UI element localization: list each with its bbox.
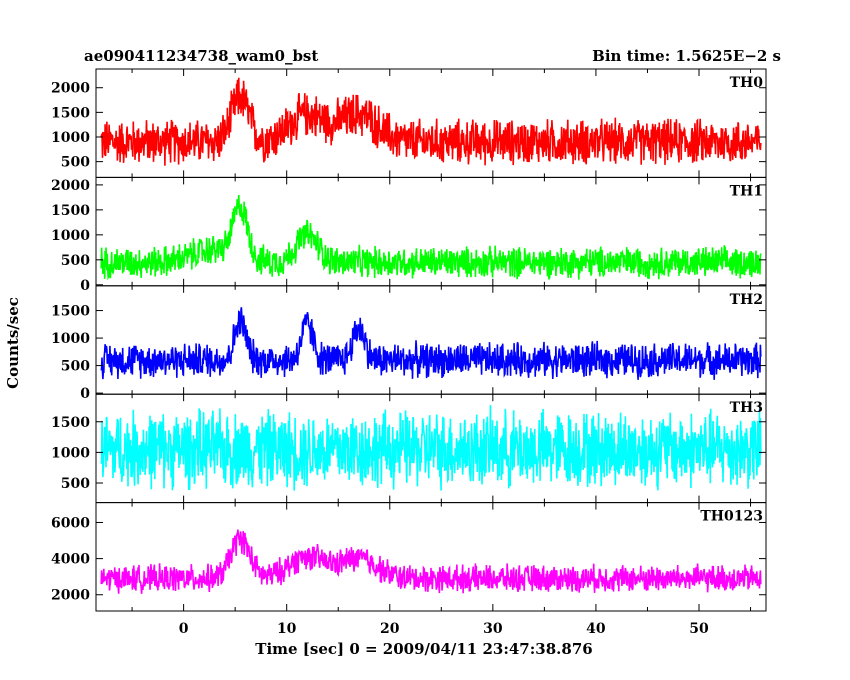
- y-tick-label: 500: [61, 155, 90, 171]
- panel-label-th3: TH3: [730, 400, 763, 416]
- x-tick-label: 20: [380, 621, 400, 637]
- x-tick-label: 10: [277, 621, 297, 637]
- series-th3: [100, 405, 762, 491]
- y-tick-label: 1000: [51, 130, 90, 146]
- series-th2: [100, 307, 762, 380]
- panel-th1: 0 500 1000 1500 2000 TH1: [51, 176, 767, 294]
- x-tick-label: 30: [483, 621, 503, 637]
- y-tick-label: 1500: [51, 105, 90, 121]
- panel-th3: 500 1000 1500 TH3: [51, 393, 767, 504]
- x-tick-label: 40: [586, 621, 606, 637]
- panel-label-th0123: TH0123: [700, 509, 763, 525]
- y-tick-label: 6000: [51, 515, 90, 531]
- series-th0123: [100, 529, 762, 594]
- y-tick-label: 0: [80, 278, 90, 294]
- y-tick-label: 0: [80, 386, 90, 402]
- y-tick-label: 1500: [51, 415, 90, 431]
- y-tick-label: 500: [61, 253, 90, 269]
- bin-time-label: Bin time: 1.5625E−2 s: [592, 47, 781, 65]
- panel-label-th2: TH2: [730, 292, 763, 308]
- y-tick-label: 1000: [51, 228, 90, 244]
- y-tick-label: 2000: [51, 588, 90, 604]
- x-tick-label: 0: [179, 621, 189, 637]
- y-tick-label: 500: [61, 359, 90, 375]
- panel-th0123: 2000 4000 6000 TH0123: [51, 502, 767, 612]
- panel-frame: [95, 285, 767, 395]
- panel-frame: [95, 502, 767, 612]
- x-tick-label: 50: [689, 621, 709, 637]
- panel-th2: 0 500 1000 1500 TH2: [51, 285, 767, 402]
- y-tick-label: 500: [61, 476, 90, 492]
- y-tick-label: 1000: [51, 331, 90, 347]
- series-th1: [100, 194, 762, 281]
- y-tick-label: 1000: [51, 445, 90, 461]
- chart-title: ae090411234738_wam0_bst: [84, 47, 318, 65]
- y-tick-label: 4000: [51, 552, 90, 568]
- x-axis-label: Time [sec] 0 = 2009/04/11 23:47:38.876: [255, 640, 592, 658]
- panel-label-th0: TH0: [730, 75, 764, 91]
- y-tick-label: 2000: [51, 81, 90, 97]
- x-axis: 0 10 20 30 40 50: [179, 621, 709, 637]
- y-axis-label: Counts/sec: [4, 297, 22, 389]
- panel-label-th1: TH1: [730, 183, 763, 199]
- panel-th0: 500 1000 1500 2000 TH0: [51, 68, 767, 178]
- series-th0: [100, 77, 762, 166]
- y-tick-label: 1500: [51, 203, 90, 219]
- y-tick-label: 1500: [51, 304, 90, 320]
- y-tick-label: 2000: [51, 178, 90, 194]
